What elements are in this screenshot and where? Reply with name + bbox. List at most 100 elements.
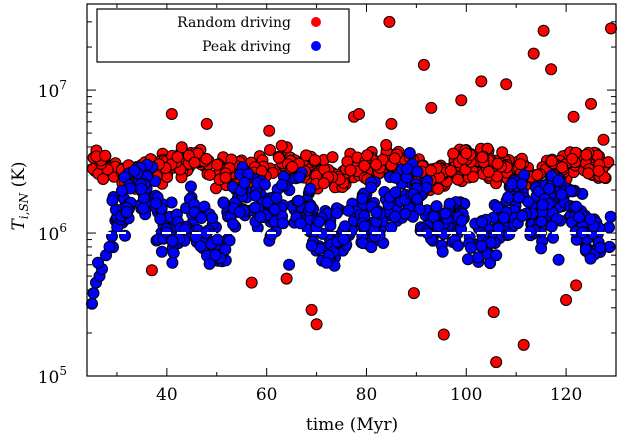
y-axis-title: Ti,SN (K) [9,161,31,230]
random-driving-point-outlier [310,318,323,331]
x-tick-label: 100 [450,385,482,405]
random-driving-point-outlier [487,306,500,319]
legend-label-random: Random driving [177,15,291,31]
peak-driving-point [195,212,208,224]
random-driving-point [425,164,437,177]
peak-driving-point [294,217,307,230]
random-driving-point [264,144,276,156]
random-driving-point-outlier [353,108,365,120]
peak-driving-point [389,186,402,199]
legend-label-peak: Peak driving [202,39,291,55]
peak-driving-point [305,239,318,252]
peak-driving-point [106,194,119,207]
peak-driving-point [166,256,179,269]
random-driving-point [545,155,558,167]
random-driving-point-outlier [245,276,258,289]
peak-driving-point [248,201,261,214]
peak-driving-point [258,178,271,191]
peak-driving-point-outlier [490,249,503,262]
peak-driving-point [167,247,180,259]
peak-driving-point [276,178,289,191]
peak-driving-point [430,200,443,213]
legend-marker-peak [311,41,321,51]
peak-driving-point [403,147,416,159]
random-driving-point [460,147,473,160]
peak-driving-point [342,204,355,217]
peak-driving-point [365,241,378,254]
peak-driving-point [484,257,497,270]
peak-driving-point-outlier [320,256,333,269]
peak-driving-point [411,165,424,178]
y-axis-title-main: T [9,218,29,231]
peak-driving-point [370,206,383,219]
random-driving-point-outlier [385,117,398,130]
peak-driving-point [555,188,568,201]
peak-driving-point [304,182,317,195]
peak-driving-point [115,184,128,197]
peak-driving-point [516,209,529,222]
peak-driving-point [491,201,504,214]
random-driving-point-outlier [605,22,617,35]
random-driving-point-outlier [537,24,550,37]
random-driving-point-outlier [560,294,573,306]
random-driving-point [344,164,357,177]
random-driving-point [309,154,321,167]
peak-driving-point [155,245,168,258]
peak-driving-point [356,192,369,205]
peak-driving-point [573,211,586,224]
random-driving-point [514,158,527,171]
peak-driving-point [238,176,251,189]
random-driving-point [496,146,509,159]
peak-driving-point [552,174,565,187]
peak-driving-point [268,203,281,216]
peak-driving-point [265,228,278,241]
peak-driving-point [475,240,488,253]
peak-driving-point [502,191,515,204]
y-axis-title-sub: i,SN [17,192,31,219]
y-tick-label: 107 [38,78,67,102]
random-driving-point [361,149,374,162]
peak-driving-point [150,197,162,210]
random-driving-point-outlier [280,272,293,285]
peak-driving-point [503,228,516,241]
random-driving-point [444,164,457,177]
random-driving-point-outlier [165,108,178,120]
peak-driving-point [233,206,246,219]
peak-driving-point [432,220,445,233]
peak-driving-point [206,212,219,224]
random-driving-point-outlier [567,110,580,123]
random-driving-point [219,171,232,184]
random-driving-point [556,161,569,174]
random-driving-point [286,161,299,173]
random-driving-point [447,147,460,160]
random-driving-point-outlier [407,287,420,300]
random-driving-point-outlier [475,75,488,88]
peak-driving-point [358,220,371,233]
peak-driving-point [184,180,197,193]
random-driving-point [388,152,401,165]
peak-driving-point-outlier [283,258,296,271]
peak-driving-point [465,241,477,254]
peak-driving-point [324,219,337,232]
peak-driving-point [330,207,343,220]
peak-driving-point [535,242,548,255]
random-driving-point [203,168,216,181]
peak-driving-point [389,171,402,184]
peak-driving-point [293,171,306,184]
plot-frame [86,3,617,377]
legend-box [96,8,350,63]
random-driving-point-outlier [490,356,503,369]
peak-driving-point [401,162,414,175]
random-driving-point [326,151,339,164]
peak-driving-point [277,217,290,230]
peak-driving-point [119,229,131,242]
peak-driving-point [166,235,179,247]
random-driving-point [272,151,285,164]
random-driving-point-outlier [545,63,558,76]
x-axis-title: time (Myr) [306,415,398,435]
peak-driving-point [505,177,518,190]
y-tick-label: 105 [38,364,67,388]
peak-driving-point [452,239,464,252]
peak-driving-point [227,218,240,231]
